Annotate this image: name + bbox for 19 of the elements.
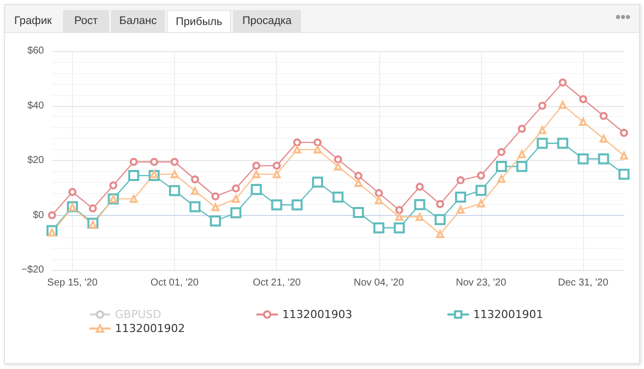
x-tick-label: Oct 01, '20 <box>150 278 200 288</box>
x-tick-label: Oct 21, '20 <box>252 278 302 288</box>
text: Просадка <box>233 10 301 32</box>
text: Прибыль <box>167 10 231 32</box>
x-tick-label: Nov 04, '20 <box>354 278 404 288</box>
x-tick-label: Nov 23, '20 <box>456 278 507 288</box>
y-tick-label: $40 <box>27 100 44 112</box>
y-tick-label: $20 <box>27 155 44 166</box>
legend-label: 1132001903 <box>282 308 352 321</box>
legend-label: 1132001902 <box>115 322 185 335</box>
y-tick-label: $0 <box>32 210 44 221</box>
text: Баланс <box>111 10 165 32</box>
text: График <box>13 14 53 29</box>
x-tick-label: Sep 15, '20 <box>47 278 98 288</box>
legend-label: 1132001901 <box>473 308 544 321</box>
y-tick-label: $60 <box>27 46 44 56</box>
y-tick-label: −$20 <box>21 264 44 276</box>
text: Рост <box>63 10 109 32</box>
x-tick-label: Dec 31, '20 <box>558 278 609 288</box>
